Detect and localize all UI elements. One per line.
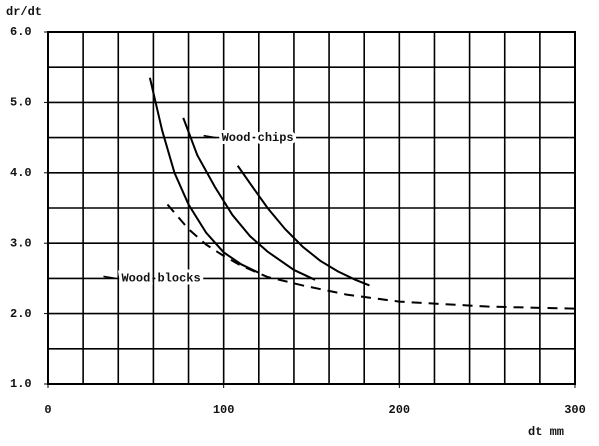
x-axis-label: dt mm (528, 425, 564, 439)
y-tick-label: 4.0 (10, 166, 32, 180)
y-tick-label: 5.0 (10, 96, 32, 110)
annotation: Wood chips (222, 131, 294, 145)
x-tick-label: 200 (389, 403, 411, 417)
x-tick-label: 0 (44, 403, 51, 417)
x-tick-label: 100 (213, 403, 235, 417)
y-tick-label: 3.0 (10, 236, 32, 250)
y-tick-label: 6.0 (10, 25, 32, 39)
line (148, 77, 260, 274)
y-tick-label: 1.0 (10, 377, 32, 391)
y-axis-label: dr/dt (6, 5, 42, 19)
x-tick-label: 300 (564, 403, 586, 417)
line (236, 165, 370, 287)
annotation-leader (103, 275, 116, 280)
line (182, 117, 316, 281)
annotation-leader (203, 134, 216, 139)
dashed-line (166, 203, 576, 310)
y-tick-label: 2.0 (10, 307, 32, 321)
annotation: Wood blocks (121, 272, 200, 286)
